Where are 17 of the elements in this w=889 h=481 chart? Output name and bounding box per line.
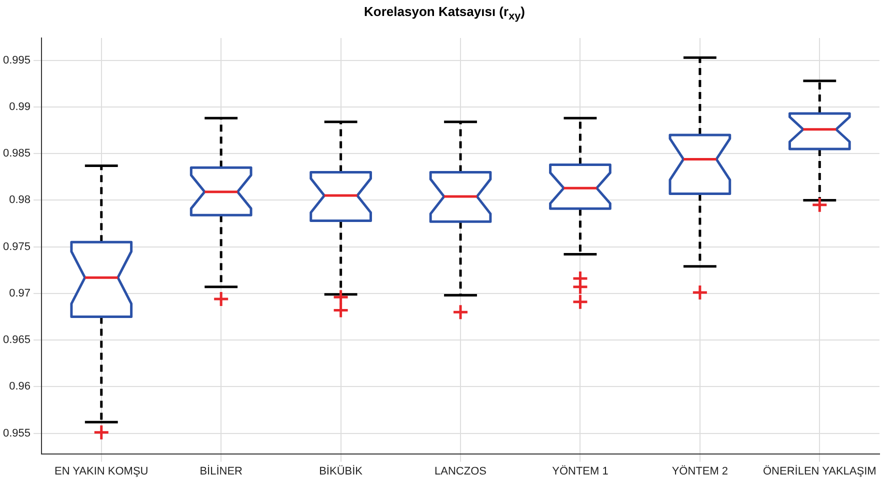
y-tick-label: 0.955 <box>2 427 31 440</box>
x-tick-label: LANCZOS <box>434 465 486 478</box>
y-tick-label: 0.985 <box>2 148 31 160</box>
x-tick-label: YÖNTEM 2 <box>672 464 728 478</box>
x-tick-label: EN YAKIN KOMŞU <box>54 465 148 478</box>
x-tick-label: BİLİNER <box>200 464 243 478</box>
x-tick-label: ÖNERİLEN YAKLAŞIM <box>762 464 876 478</box>
y-tick-label: 0.97 <box>9 287 31 300</box>
y-tick-label: 0.99 <box>9 101 31 114</box>
x-tick-label: BİKÜBİK <box>319 464 364 478</box>
y-tick-label: 0.98 <box>9 194 31 206</box>
chart-title: Korelasyon Katsayısı (r$_{xy}$) <box>363 4 526 23</box>
y-tick-label: 0.965 <box>2 334 31 346</box>
y-tick-label: 0.975 <box>2 240 31 253</box>
x-tick-label: YÖNTEM 1 <box>552 464 608 478</box>
y-tick-label: 0.995 <box>2 54 31 66</box>
y-tick-label: 0.96 <box>9 380 31 393</box>
